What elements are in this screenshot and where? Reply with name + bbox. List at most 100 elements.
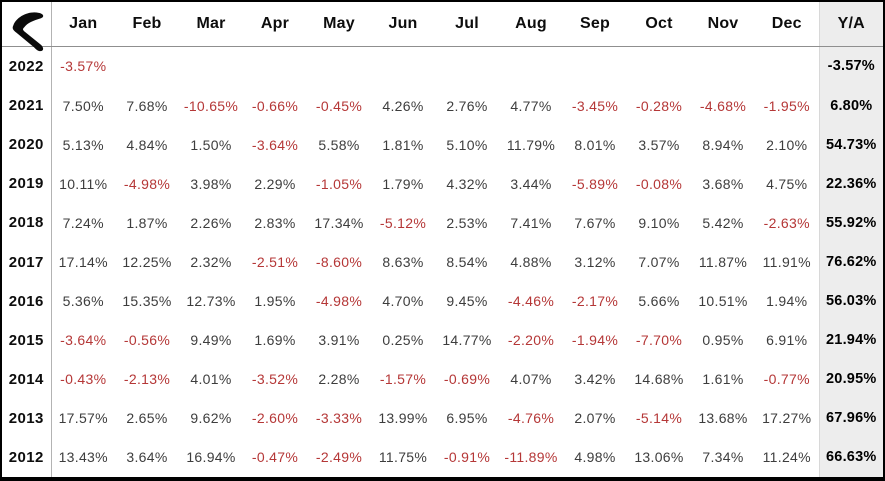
- value-cell-2012-mar: 16.94%: [186, 449, 236, 466]
- value-cell-2022-nov: [691, 46, 755, 86]
- row-year-label: 2022: [2, 46, 52, 87]
- ya-total-cell-2012: 66.63%: [818, 437, 883, 477]
- value-cell-2013-jun: 13.99%: [378, 410, 428, 427]
- value-cell-2014-may: 2.28%: [318, 371, 360, 388]
- value-cell-2019-jan: 10.11%: [59, 175, 108, 192]
- value-cell-2012-aug: -11.89%: [504, 449, 558, 466]
- value-cell-2012-sep: 4.98%: [574, 449, 616, 466]
- column-header-feb: Feb: [115, 2, 179, 47]
- table-row-2012: 2012 13.43% 3.64% 16.94% -0.47% -2.49% 11.75% -…: [2, 437, 883, 477]
- value-cell-2017-nov: 11.87%: [698, 254, 748, 270]
- value-cell-2012-oct: 13.06%: [634, 449, 684, 466]
- value-cell-2021-jun: 4.26%: [382, 97, 424, 114]
- value-cell-2018-nov: 5.42%: [702, 214, 744, 231]
- value-cell-2020-mar: 1.50%: [190, 136, 232, 153]
- value-cell-2015-jul: 14.77%: [442, 332, 492, 349]
- value-cell-2019-feb: -4.98%: [123, 175, 171, 192]
- value-cell-2018-aug: 7.41%: [510, 214, 552, 231]
- row-year-label: 2020: [2, 125, 52, 165]
- value-cell-2012-feb: 3.64%: [126, 449, 168, 466]
- value-cell-2017-oct: 7.07%: [638, 254, 680, 270]
- value-cell-2012-apr: -0.47%: [251, 449, 299, 466]
- value-cell-2019-jun: 1.79%: [382, 175, 424, 192]
- value-cell-2014-aug: 4.07%: [510, 371, 552, 388]
- value-cell-2016-oct: 5.66%: [638, 293, 680, 310]
- value-cell-2018-jul: 2.53%: [446, 214, 488, 231]
- table-row-2020: 2020 5.13% 4.84% 1.50% -3.64% 5.58% 1.81% 5.10%…: [2, 125, 883, 165]
- value-cell-2017-mar: 2.32%: [190, 254, 232, 270]
- value-cell-2019-nov: 3.68%: [702, 175, 744, 192]
- value-cell-2013-jan: 17.57%: [58, 410, 108, 427]
- value-cell-2021-jan: 7.50%: [62, 97, 104, 114]
- column-header-mar: Mar: [179, 2, 243, 47]
- value-cell-2012-jun: 11.75%: [378, 449, 428, 466]
- value-cell-2022-jul: [435, 46, 499, 86]
- table-row-2017: 2017 17.14% 12.25% 2.32% -2.51% -8.60% 8.63% 8.…: [2, 242, 883, 282]
- value-cell-2019-aug: 3.44%: [510, 175, 552, 192]
- value-cell-2012-jan: 13.43%: [58, 449, 108, 466]
- ya-total-cell-2013: 67.96%: [818, 398, 883, 438]
- value-cell-2020-nov: 8.94%: [702, 136, 744, 153]
- row-year-label: 2019: [2, 164, 52, 204]
- value-cell-2020-dec: 2.10%: [766, 136, 808, 153]
- value-cell-2019-jul: 4.32%: [446, 175, 488, 192]
- value-cell-2014-sep: 3.42%: [574, 371, 616, 388]
- value-cell-2019-oct: -0.08%: [635, 175, 683, 192]
- value-cell-2021-sep: -3.45%: [571, 97, 619, 114]
- value-cell-2018-jun: -5.12%: [379, 214, 427, 231]
- value-cell-2014-nov: 1.61%: [702, 371, 744, 388]
- value-cell-2021-mar: -10.65%: [183, 97, 239, 114]
- value-cell-2022-feb: [115, 46, 179, 86]
- value-cell-2020-oct: 3.57%: [638, 136, 680, 153]
- row-year-label: 2015: [2, 320, 52, 360]
- value-cell-2015-nov: 0.95%: [702, 332, 744, 349]
- value-cell-2013-mar: 9.62%: [190, 410, 232, 427]
- value-cell-2019-mar: 3.98%: [190, 175, 232, 192]
- ya-total-cell-2015: 21.94%: [818, 320, 883, 360]
- header-row: Jan Feb Mar Apr May Jun Jul Aug Sep Oct Nov Dec Y/A: [2, 2, 883, 52]
- column-header-oct: Oct: [627, 2, 691, 47]
- value-cell-2014-oct: 14.68%: [634, 371, 684, 388]
- value-cell-2017-may: -8.60%: [315, 254, 363, 270]
- table-row-2021: 2021 7.50% 7.68% -10.65% -0.66% -0.45% 4.26% 2.…: [2, 86, 883, 126]
- table-row-2016: 2016 5.36% 15.35% 12.73% 1.95% -4.98% 4.70% 9.4…: [2, 281, 883, 321]
- row-year-label: 2014: [2, 359, 52, 399]
- value-cell-2018-mar: 2.26%: [190, 214, 232, 231]
- column-header-dec: Dec: [755, 2, 819, 47]
- value-cell-2020-sep: 8.01%: [574, 136, 616, 153]
- row-year-label: 2018: [2, 203, 52, 243]
- value-cell-2014-feb: -2.13%: [123, 371, 171, 388]
- ya-total-cell-2022: -3.57%: [818, 46, 883, 87]
- column-header-aug: Aug: [499, 2, 563, 47]
- value-cell-2016-jan: 5.36%: [62, 293, 104, 310]
- column-header-jul: Jul: [435, 2, 499, 47]
- value-cell-2017-jul: 8.54%: [446, 254, 488, 270]
- value-cell-2022-mar: [179, 46, 243, 86]
- value-cell-2015-sep: -1.94%: [571, 332, 619, 349]
- value-cell-2016-jun: 4.70%: [382, 293, 424, 310]
- value-cell-2014-mar: 4.01%: [190, 371, 232, 388]
- value-cell-2015-jun: 0.25%: [382, 332, 424, 349]
- value-cell-2021-oct: -0.28%: [635, 97, 683, 114]
- value-cell-2017-feb: 12.25%: [122, 254, 172, 270]
- column-header-nov: Nov: [691, 2, 755, 47]
- value-cell-2014-jan: -0.43%: [60, 371, 107, 388]
- value-cell-2016-aug: -4.46%: [507, 293, 555, 310]
- value-cell-2012-may: -2.49%: [315, 449, 363, 466]
- column-header-jun: Jun: [371, 2, 435, 47]
- column-header-jan: Jan: [51, 2, 115, 47]
- value-cell-2022-sep: [563, 46, 627, 86]
- value-cell-2016-nov: 10.51%: [698, 293, 748, 310]
- value-cell-2016-dec: 1.94%: [766, 293, 808, 310]
- value-cell-2021-may: -0.45%: [315, 97, 363, 114]
- value-cell-2013-sep: 2.07%: [574, 410, 616, 427]
- table-body: 2022 -3.57% -3.57% 2021 7.50% 7.68% -10.65% -0.…: [2, 46, 883, 477]
- ya-total-cell-2016: 56.03%: [818, 281, 883, 321]
- value-cell-2020-may: 5.58%: [318, 136, 360, 153]
- value-cell-2015-aug: -2.20%: [507, 332, 555, 349]
- value-cell-2020-jan: 5.13%: [62, 136, 104, 153]
- value-cell-2013-feb: 2.65%: [126, 410, 168, 427]
- row-year-label: 2016: [2, 281, 52, 321]
- value-cell-2021-apr: -0.66%: [251, 97, 299, 114]
